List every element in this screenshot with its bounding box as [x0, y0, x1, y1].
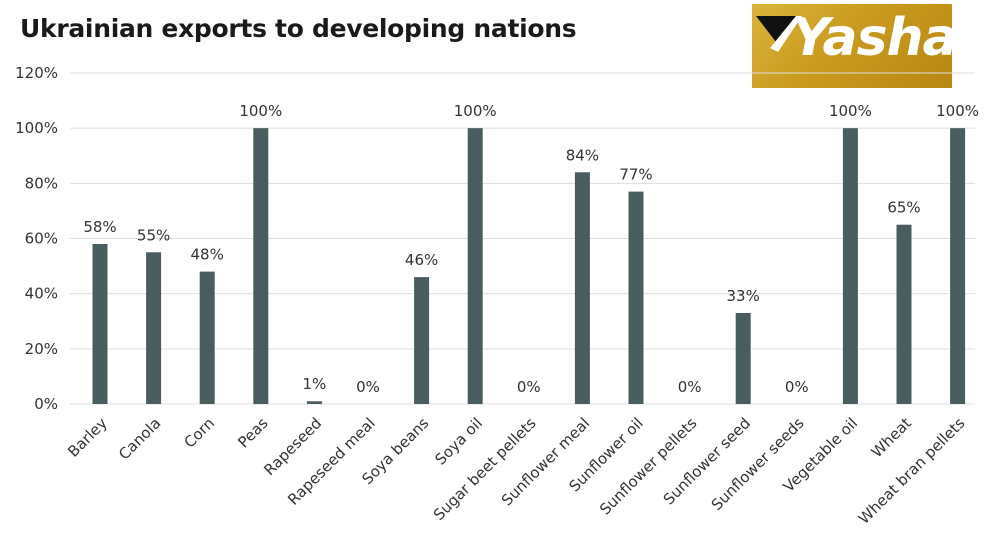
- data-label: 84%: [566, 146, 599, 164]
- x-tick-label: Soya oil: [432, 414, 486, 468]
- data-label: 100%: [829, 102, 872, 120]
- y-tick-label: 100%: [15, 119, 58, 137]
- bar: [306, 401, 322, 404]
- x-tick-label: Barley: [64, 414, 111, 461]
- yashar-logo: Yashar: [752, 4, 952, 88]
- bar: [950, 128, 966, 404]
- data-label: 48%: [191, 246, 224, 264]
- y-tick-label: 120%: [15, 64, 58, 82]
- y-tick-label: 80%: [25, 174, 58, 192]
- data-label: 55%: [137, 226, 170, 244]
- bar: [467, 128, 483, 404]
- bar: [414, 277, 430, 404]
- data-label: 46%: [405, 251, 438, 269]
- y-tick-label: 40%: [25, 285, 58, 303]
- chart-title: Ukrainian exports to developing nations: [20, 14, 577, 43]
- x-tick-label: Peas: [234, 414, 271, 451]
- x-tick-label: Sunflower pellets: [596, 414, 701, 519]
- bar: [92, 244, 108, 404]
- y-tick-label: 0%: [34, 395, 58, 413]
- y-axis: 0% 20% 40% 60% 80% 100% 120%: [15, 64, 58, 413]
- data-label: 0%: [356, 378, 380, 396]
- bar: [896, 224, 912, 404]
- data-label: 65%: [887, 199, 920, 217]
- x-tick-label: Canola: [115, 414, 164, 463]
- logo-text: Yashar: [792, 8, 952, 68]
- x-tick-label: Corn: [181, 414, 219, 452]
- x-tick-label: Wheat: [868, 414, 915, 461]
- bar: [199, 271, 215, 404]
- y-tick-label: 20%: [25, 340, 58, 358]
- bar: [842, 128, 858, 404]
- x-tick-label: Sunflower seeds: [708, 414, 808, 514]
- data-label: 0%: [517, 378, 541, 396]
- bars: [92, 128, 966, 404]
- data-label: 58%: [83, 218, 116, 236]
- bar: [574, 172, 590, 404]
- data-label: 77%: [619, 166, 652, 184]
- x-tick-label: Sugar beet pellets: [430, 414, 540, 524]
- data-label: 100%: [936, 102, 979, 120]
- bar: [735, 312, 751, 404]
- y-tick-label: 60%: [25, 230, 58, 248]
- bar: [253, 128, 269, 404]
- data-label: 0%: [785, 378, 809, 396]
- data-label: 1%: [303, 375, 327, 393]
- data-label: 0%: [678, 378, 702, 396]
- bar: [628, 191, 644, 404]
- data-labels: 58% 55% 48% 100% 1% 0% 46% 100% 0% 84% 77% 0% 33% 0% 1…: [83, 102, 979, 396]
- data-label: 100%: [239, 102, 282, 120]
- x-tick-label: Wheat bran pellets: [855, 414, 969, 528]
- data-label: 100%: [454, 102, 497, 120]
- bar: [146, 252, 162, 404]
- logo-mark-icon: [756, 16, 802, 52]
- gridlines: [70, 72, 975, 405]
- data-label: 33%: [727, 287, 760, 305]
